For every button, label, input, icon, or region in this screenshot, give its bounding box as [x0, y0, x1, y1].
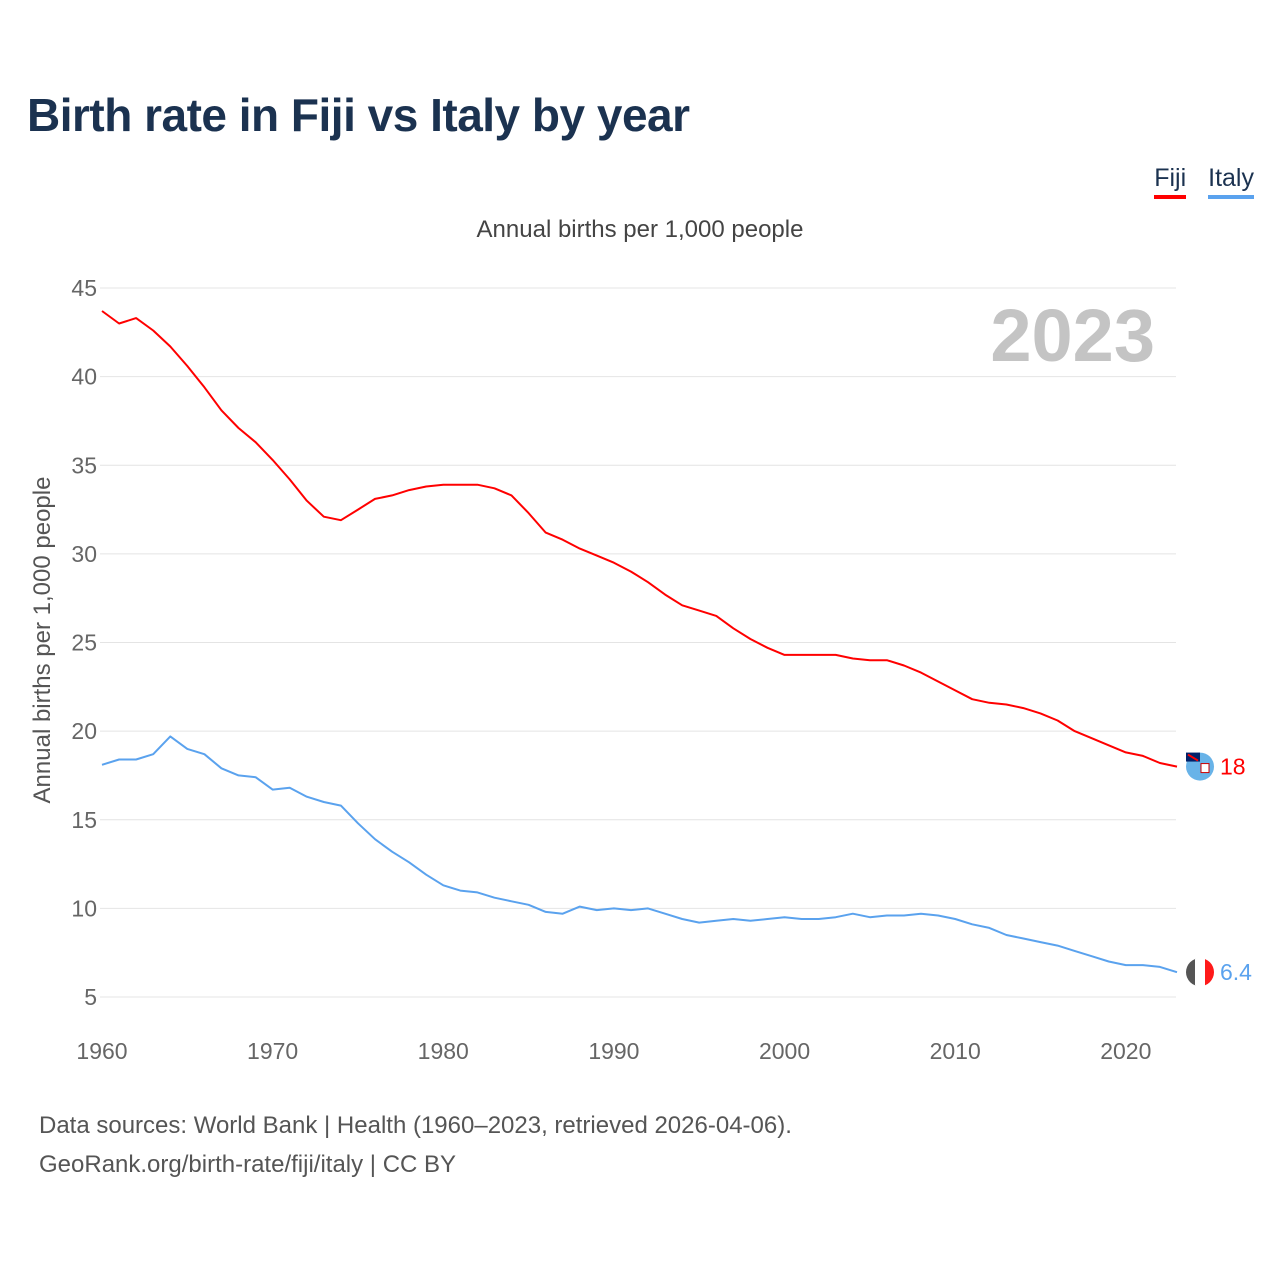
- x-tick-label: 1970: [247, 1038, 298, 1064]
- y-tick-label: 15: [71, 807, 97, 833]
- x-tick-label: 1980: [418, 1038, 469, 1064]
- chart-subtitle: Annual births per 1,000 people: [476, 216, 804, 243]
- x-tick-label: 1960: [76, 1038, 127, 1064]
- y-tick-label: 10: [71, 895, 97, 921]
- y-tick-label: 45: [71, 275, 97, 301]
- flag-icon-italy: [1186, 958, 1214, 987]
- series-line-italy[interactable]: [101, 735, 1178, 974]
- y-tick-label: 20: [71, 718, 97, 744]
- end-label-italy: 6.4: [1220, 959, 1252, 985]
- footer: Data sources: World Bank | Health (1960–…: [39, 1106, 792, 1184]
- legend: Fiji Italy: [1154, 164, 1254, 199]
- year-watermark: 2023: [990, 294, 1155, 377]
- x-tick-label: 2000: [759, 1038, 810, 1064]
- source-text: Data sources: World Bank | Health (1960–…: [39, 1112, 792, 1139]
- flag-icon-fiji: [1186, 752, 1214, 781]
- y-tick-label: 30: [71, 541, 97, 567]
- legend-item-italy[interactable]: Italy: [1208, 164, 1254, 199]
- attribution-link[interactable]: GeoRank.org/birth-rate/fiji/italy | CC B…: [39, 1151, 457, 1178]
- series-line-fiji[interactable]: [101, 310, 1178, 768]
- y-axis-title: Annual births per 1,000 people: [29, 477, 56, 804]
- x-tick-label: 1990: [588, 1038, 639, 1064]
- y-tick-label: 25: [71, 630, 97, 656]
- x-tick-label: 2020: [1100, 1038, 1151, 1064]
- x-tick-label: 2010: [930, 1038, 981, 1064]
- end-label-fiji: 18: [1220, 754, 1246, 780]
- legend-item-fiji[interactable]: Fiji: [1154, 164, 1187, 199]
- y-tick-label: 35: [71, 452, 97, 478]
- chart-title: Birth rate in Fiji vs Italy by year: [27, 89, 690, 141]
- y-tick-label: 5: [84, 984, 97, 1010]
- y-tick-label: 40: [71, 364, 97, 390]
